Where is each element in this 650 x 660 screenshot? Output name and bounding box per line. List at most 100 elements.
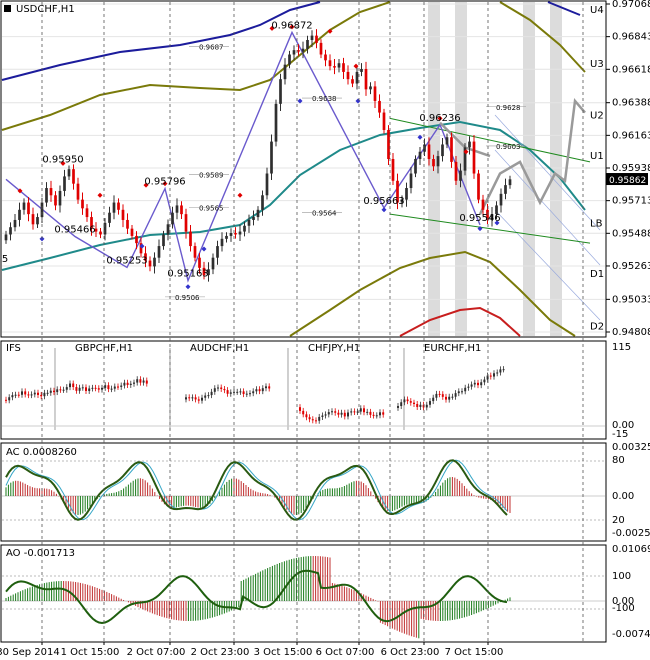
annotation-label: 0.95950 xyxy=(42,154,83,165)
candle-body xyxy=(279,79,282,104)
ifs-candle-body xyxy=(470,384,473,387)
ifs-candle-body xyxy=(315,420,317,422)
candle-body xyxy=(126,219,129,229)
ifs-candle-body xyxy=(110,388,113,390)
candle-body xyxy=(360,69,363,72)
ifs-candle-body xyxy=(331,411,333,413)
candle-body xyxy=(90,217,93,229)
ifs-candle-body xyxy=(499,369,502,373)
ifs-candle-body xyxy=(403,399,406,403)
ifs-symbol-label: GBPCHF,H1 xyxy=(75,343,133,354)
ifs-candle-body xyxy=(255,389,258,392)
ifs-candle-body xyxy=(429,401,431,405)
ao-scale-label: 0.010698 xyxy=(612,544,650,555)
annotation-label: 0.9564 xyxy=(312,210,337,218)
candle-body xyxy=(328,60,332,67)
fractal-marker-17 xyxy=(417,134,423,140)
price-tick-label: 0.95713 xyxy=(612,196,650,207)
ifs-candle-body xyxy=(113,386,116,389)
ifs-scale-label: -15 xyxy=(612,429,628,440)
candle-body xyxy=(436,156,440,167)
candle-body xyxy=(423,144,426,152)
candle-body xyxy=(472,141,476,174)
candle-body xyxy=(238,231,242,235)
candle-body xyxy=(351,79,354,84)
fractal-marker-5 xyxy=(162,181,168,187)
candle-body xyxy=(396,180,399,203)
candle-body xyxy=(301,48,305,52)
ifs-candle-body xyxy=(461,391,463,393)
ac-panel[interactable]: AC 0.0008260 xyxy=(0,442,607,542)
candle-body xyxy=(67,169,71,177)
price-annotations: 0.96872 0.95950 0.95796 0.95466 0.95253 0.951… xyxy=(2,20,526,302)
ifs-candle-body xyxy=(445,396,447,400)
main-panel[interactable]: 0.96872 0.95950 0.95796 0.95466 0.95253 0.951… xyxy=(0,0,607,338)
annotation-label: 0.9687 xyxy=(199,44,224,52)
candle-body xyxy=(364,69,368,90)
candle-body xyxy=(490,214,494,220)
ac-scale-label: 0.00 xyxy=(612,491,634,502)
olive-lower-band xyxy=(289,250,576,337)
fractal-marker-21 xyxy=(494,220,500,226)
ifs-candle-body xyxy=(252,391,255,394)
ifs-candle-body xyxy=(37,392,39,395)
annotation-label: 0.9603 xyxy=(496,143,521,151)
ac-scale-label: -0.002554 xyxy=(612,528,650,539)
ifs-candle-body xyxy=(107,385,110,390)
ifs-candle-body xyxy=(94,387,97,389)
candle-body xyxy=(342,63,345,72)
fractal-marker-12 xyxy=(297,98,303,104)
ifs-candle-body xyxy=(104,385,107,388)
ifs-candle-body xyxy=(337,412,340,415)
ifs-scale-label: 115 xyxy=(612,342,631,353)
fractal-marker-14 xyxy=(353,63,359,69)
ifs-candle-body xyxy=(129,383,132,385)
ifs-candle-body xyxy=(457,391,460,394)
candle-body xyxy=(337,63,341,68)
candle-body xyxy=(297,50,300,52)
fractal-marker-11 xyxy=(289,24,295,30)
ifs-candle-body xyxy=(229,392,232,394)
ifs-candle-body xyxy=(419,404,422,407)
fractal-marker-8 xyxy=(201,246,207,252)
ifs-candle-body xyxy=(489,375,492,377)
ifs-candle-body xyxy=(359,408,362,412)
ifs-candle-body xyxy=(30,394,33,396)
annotation-label: 0.95466 xyxy=(54,225,95,236)
ifs-candle-body xyxy=(59,389,62,391)
annotation-label: 0.95796 xyxy=(144,177,185,188)
candle-body xyxy=(405,188,408,200)
ifs-candle-body xyxy=(43,392,46,397)
candle-body xyxy=(441,144,444,157)
ifs-candle-body xyxy=(353,411,356,413)
candle-body xyxy=(9,227,12,235)
price-candles xyxy=(4,29,512,282)
ifs-candle-body xyxy=(40,394,43,397)
ifs-symbols: GBPCHF,H1 AUDCHF,H1 CHFJPY,H1 EURCHF,H1 xyxy=(75,343,481,354)
candle-body xyxy=(225,235,228,239)
candle-body xyxy=(76,183,80,200)
level-label: U4 xyxy=(590,5,604,16)
main-grid xyxy=(2,3,605,333)
candle-body xyxy=(130,228,134,236)
ifs-candle-body xyxy=(438,393,441,395)
candle-body xyxy=(468,141,471,148)
candle-body xyxy=(180,205,183,215)
annotation-label: 0.9628 xyxy=(496,104,521,112)
candle-body xyxy=(202,267,206,276)
ifs-candle-body xyxy=(46,392,49,394)
candle-body xyxy=(382,112,386,130)
price-tick-label: 0.94808 xyxy=(612,327,650,338)
candle-body xyxy=(121,209,125,220)
price-tick-label: 0.95488 xyxy=(612,228,650,239)
ifs-candle-body xyxy=(327,412,330,415)
candle-body xyxy=(117,202,120,210)
ao-panel[interactable]: AO -0.001713 xyxy=(0,544,607,643)
level-label: LB xyxy=(590,218,603,229)
ifs-panel[interactable]: IFS GBPCHF,H1 AUDCHF,H1 CHFJPY,H1 EURCHF,H1 xyxy=(0,340,607,440)
candle-body xyxy=(400,199,404,203)
ao-scale-label: -0.00747 xyxy=(612,629,650,640)
ifs-candle-body xyxy=(483,379,486,383)
candle-body xyxy=(310,35,314,40)
